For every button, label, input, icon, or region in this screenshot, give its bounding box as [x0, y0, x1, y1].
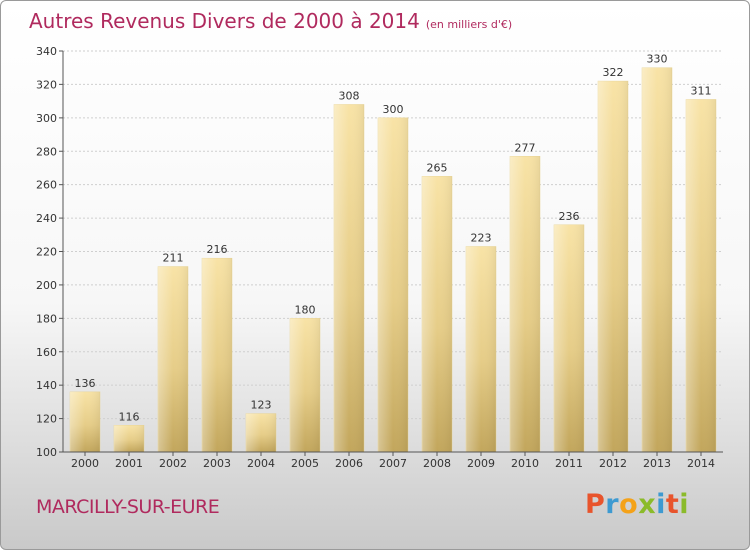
- y-tick-label: 220: [36, 246, 57, 259]
- data-label: 322: [603, 66, 624, 79]
- data-label: 211: [163, 252, 184, 265]
- bar-shade: [202, 258, 232, 452]
- y-tick-label: 300: [36, 112, 57, 125]
- x-tick-label: 2007: [379, 457, 407, 470]
- bar-shade: [158, 266, 188, 452]
- data-label: 265: [427, 161, 448, 174]
- y-tick-label: 180: [36, 312, 57, 325]
- bars: [69, 67, 717, 453]
- bar-shade: [510, 156, 540, 452]
- data-label: 116: [119, 410, 140, 423]
- x-tick-label: 2005: [291, 457, 319, 470]
- data-label: 223: [471, 231, 492, 244]
- bar-shade: [466, 246, 496, 452]
- data-label: 180: [295, 303, 316, 316]
- chart-title: Autres Revenus Divers de 2000 à 2014 (en …: [29, 9, 512, 33]
- x-tick-label: 2008: [423, 457, 451, 470]
- data-label: 330: [647, 53, 668, 66]
- x-tick-label: 2010: [511, 457, 539, 470]
- x-tick-label: 2011: [555, 457, 583, 470]
- y-tick-label: 280: [36, 145, 57, 158]
- data-label: 123: [251, 399, 272, 412]
- bar-shade: [554, 224, 584, 452]
- y-tick-label: 320: [36, 78, 57, 91]
- chart-title-text: Autres Revenus Divers de 2000 à 2014: [29, 9, 420, 33]
- bar-shade: [642, 67, 672, 452]
- x-tick-label: 2012: [599, 457, 627, 470]
- bar-shade: [686, 99, 716, 453]
- x-tick-label: 2013: [643, 457, 671, 470]
- data-label: 277: [515, 141, 536, 154]
- commune-name: MARCILLY-SUR-EURE: [36, 496, 220, 518]
- data-label: 300: [383, 103, 404, 116]
- bar-shade: [422, 176, 452, 452]
- bar-shade: [378, 117, 408, 452]
- data-label: 308: [339, 89, 360, 102]
- x-tick-label: 2001: [115, 457, 143, 470]
- data-label: 236: [559, 210, 580, 223]
- chart-subtitle: (en milliers d'€): [425, 18, 513, 31]
- y-tick-label: 160: [36, 346, 57, 359]
- proxiti-logo: Proxiti: [585, 489, 690, 520]
- x-tick-label: 2003: [203, 457, 231, 470]
- bar-shade: [334, 104, 364, 452]
- axes: [59, 50, 723, 456]
- x-tick-label: 2014: [687, 457, 715, 470]
- labels: 100 120 140 160 180 200 220 240 260 280 300 320 340 1…: [36, 45, 715, 470]
- bar-shade: [598, 81, 628, 452]
- x-tick-label: 2006: [335, 457, 363, 470]
- bar-shade: [290, 318, 320, 452]
- y-tick-label: 240: [36, 212, 57, 225]
- y-tick-label: 340: [36, 45, 57, 58]
- data-label: 136: [75, 377, 96, 390]
- y-tick-label: 140: [36, 379, 57, 392]
- y-tick-label: 120: [36, 413, 57, 426]
- data-label: 216: [207, 243, 228, 256]
- bar-shade: [70, 391, 100, 452]
- y-tick-label: 260: [36, 179, 57, 192]
- x-tick-label: 2000: [71, 457, 99, 470]
- y-tick-label: 100: [36, 446, 57, 459]
- x-tick-label: 2009: [467, 457, 495, 470]
- x-tick-label: 2004: [247, 457, 275, 470]
- x-tick-label: 2002: [159, 457, 187, 470]
- data-label: 311: [691, 84, 712, 97]
- y-tick-label: 200: [36, 279, 57, 292]
- bar-shade: [246, 413, 276, 452]
- bar-shade: [114, 425, 144, 452]
